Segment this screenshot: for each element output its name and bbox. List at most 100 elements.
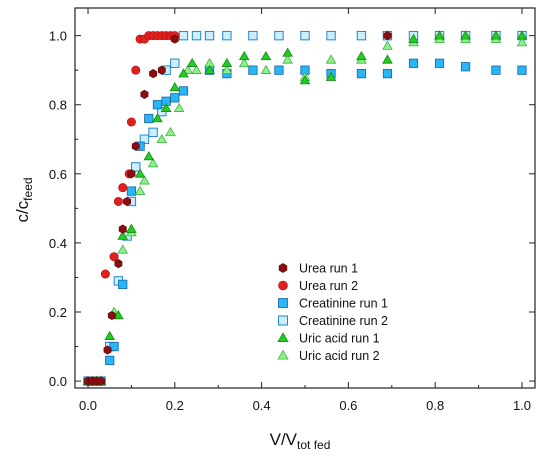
data-point [131, 162, 141, 172]
data-point [460, 30, 471, 40]
data-point [204, 30, 215, 41]
data-point [191, 30, 202, 41]
legend-label: Uric acid run 2 [299, 349, 380, 363]
data-point [178, 68, 189, 78]
data-point [170, 58, 180, 68]
data-point [274, 30, 284, 41]
data-point [434, 58, 445, 68]
data-point [109, 252, 119, 262]
data-point [118, 224, 127, 234]
data-point [204, 64, 215, 74]
data-point [516, 37, 528, 47]
x-axis-label-main: V/V [270, 430, 298, 449]
legend-label: Creatinine run 2 [299, 314, 388, 328]
legend-label: Creatinine run 1 [299, 297, 388, 311]
data-point [97, 376, 105, 386]
legend-marker [278, 263, 288, 273]
legend-marker [278, 315, 288, 326]
data-point [152, 113, 163, 123]
y-tick-label: 1.0 [49, 29, 67, 44]
data-point [123, 196, 131, 207]
data-point [490, 30, 502, 40]
data-point [383, 31, 392, 41]
data-point [147, 158, 159, 168]
data-point [152, 100, 163, 110]
data-point [148, 127, 158, 138]
data-point [117, 230, 129, 240]
data-point [248, 30, 258, 41]
data-point [165, 126, 176, 137]
x-tick-label: 0.4 [253, 398, 271, 413]
data-point [222, 30, 232, 41]
legend-marker [277, 332, 289, 343]
data-point [104, 330, 116, 340]
data-point [299, 75, 311, 85]
data-point [356, 69, 367, 79]
data-point [109, 341, 119, 352]
data-point [282, 54, 293, 64]
data-point [134, 168, 146, 178]
data-point [100, 269, 110, 279]
series-0 [84, 31, 392, 386]
data-point [238, 57, 250, 68]
data-point [434, 30, 445, 40]
data-point [114, 259, 123, 269]
legend-marker [278, 298, 288, 308]
x-axis: 0.0 0.2 0.4 0.6 0.8 1.0 [79, 8, 531, 413]
data-point [326, 30, 336, 41]
data-point [238, 50, 250, 61]
x-axis-label-sub: tot fed [297, 438, 330, 452]
y-axis-label-main: c/c [13, 200, 32, 222]
y-tick-label: 0.6 [49, 167, 67, 182]
x-tick-label: 1.0 [513, 398, 531, 413]
data-point [325, 54, 337, 64]
data-point [149, 69, 158, 79]
data-point [274, 65, 284, 75]
data-point [144, 113, 154, 124]
y-tick-label: 0.8 [49, 98, 67, 113]
data-point [186, 57, 198, 68]
data-point [260, 50, 272, 61]
data-point [517, 65, 527, 75]
data-point [127, 169, 136, 179]
data-point [382, 54, 393, 64]
legend-label: Uric acid run 1 [299, 332, 380, 346]
data-point [107, 310, 116, 321]
y-axis: 0.0 0.2 0.4 0.6 0.8 1.0 [49, 29, 535, 389]
data-point [139, 175, 150, 185]
data-point [170, 93, 180, 103]
data-point [113, 310, 124, 320]
legend-marker [277, 349, 289, 360]
legend: Urea run 1 Urea run 2 Creatinine run 1 Crea… [277, 262, 388, 363]
data-point [140, 89, 149, 99]
data-point [356, 50, 367, 61]
x-tick-label: 0.2 [166, 398, 184, 413]
data-point [408, 33, 419, 43]
data-point [178, 86, 189, 96]
data-point [126, 186, 137, 196]
data-point [300, 30, 310, 41]
x-tick-label: 0.6 [339, 398, 357, 413]
data-point [156, 133, 168, 144]
data-point [282, 47, 293, 57]
data-point [191, 64, 202, 74]
data-point [170, 34, 179, 44]
data-point [143, 151, 155, 161]
data-point [460, 62, 471, 72]
data-point [173, 102, 185, 112]
data-point [157, 65, 166, 75]
x-tick-label: 0.8 [426, 398, 444, 413]
data-point [248, 65, 258, 75]
data-point [491, 65, 501, 75]
data-point [356, 30, 367, 41]
data-point [169, 82, 181, 92]
data-point [516, 30, 528, 40]
legend-label: Urea run 2 [299, 279, 358, 293]
data-point [221, 64, 233, 74]
data-point [131, 141, 140, 151]
data-point [182, 64, 194, 74]
x-axis-label: V/Vtot fed [270, 430, 331, 452]
data-points [82, 30, 528, 386]
y-tick-label: 0.0 [49, 374, 67, 389]
